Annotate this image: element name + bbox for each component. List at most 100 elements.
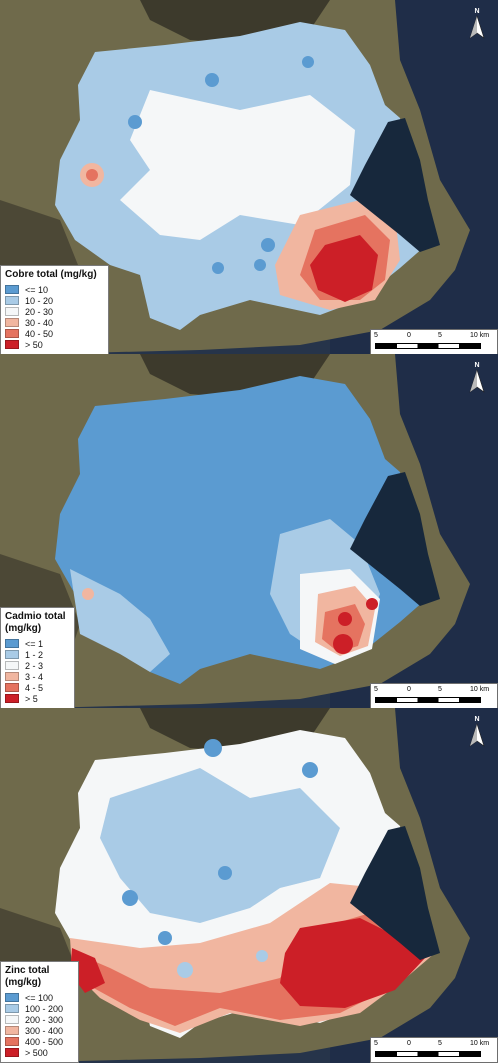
legend-row: 3 - 4 <box>5 671 69 682</box>
north-arrow-icon <box>469 15 485 39</box>
scale-label: 10 km <box>470 686 490 693</box>
scale-bar: 5 0 5 10 km <box>370 683 498 709</box>
hotspot-point <box>86 169 98 181</box>
scale-label: 5 <box>438 686 442 693</box>
scale-bar-graphic <box>375 343 481 349</box>
scale-label: 10 km <box>470 1040 490 1047</box>
map-canvas-zinc <box>0 708 498 1063</box>
legend-row: <= 100 <box>5 992 73 1003</box>
legend-row: > 5 <box>5 693 69 704</box>
legend-label: 40 - 50 <box>25 328 54 339</box>
lowspot-point <box>218 866 232 880</box>
legend-swatch <box>5 672 19 681</box>
scale-label: 5 <box>374 686 378 693</box>
lagoon <box>350 826 440 960</box>
lowspot-point <box>177 962 193 978</box>
legend-title: Zinc total (mg/kg) <box>5 965 50 988</box>
legend-row: 100 - 200 <box>5 1003 73 1014</box>
legend-row: 2 - 3 <box>5 660 69 671</box>
scale-label: 0 <box>407 1040 411 1047</box>
legend-swatch <box>5 1026 19 1035</box>
legend-label: 3 - 4 <box>25 671 44 682</box>
lowspot-point <box>302 762 318 778</box>
lowspot-point <box>204 739 222 757</box>
zone-1-2 <box>70 569 170 672</box>
legend-row: 200 - 300 <box>5 1014 73 1025</box>
north-label: N <box>474 716 480 723</box>
legend-swatch <box>5 639 19 648</box>
legend-swatch <box>5 307 19 316</box>
scale-bar-graphic <box>375 1051 481 1057</box>
lowspot-point <box>302 56 314 68</box>
legend-swatch <box>5 993 19 1002</box>
legend-row: 40 - 50 <box>5 328 103 339</box>
legend-swatch <box>5 1004 19 1013</box>
legend-label: <= 100 <box>25 992 54 1003</box>
legend-swatch <box>5 1037 19 1046</box>
legend-row: 20 - 30 <box>5 306 103 317</box>
legend-swatch <box>5 661 19 670</box>
hotspot-point <box>82 588 94 600</box>
north-arrow: N <box>466 8 488 40</box>
zone-gt-500 <box>280 918 425 1008</box>
zone-gt-50 <box>310 235 378 302</box>
map-canvas-cobre <box>0 0 498 355</box>
legend-swatch <box>5 329 19 338</box>
legend-label: > 50 <box>25 339 43 350</box>
legend-label: 20 - 30 <box>25 306 54 317</box>
north-arrow: N <box>466 362 488 394</box>
scale-bar: 5 0 5 10 km <box>370 1037 498 1063</box>
map-panel-cobre: N Cobre total (mg/kg) <= 10 10 - 20 20 -… <box>0 0 498 355</box>
scale-label: 10 km <box>470 332 490 339</box>
lagoon <box>350 118 440 252</box>
north-label: N <box>474 8 480 15</box>
scale-label: 0 <box>407 686 411 693</box>
scale-label: 5 <box>374 332 378 339</box>
scale-bar-graphic <box>375 697 481 703</box>
north-arrow-icon <box>469 723 485 747</box>
legend-row: > 50 <box>5 339 103 350</box>
lowspot-point <box>254 259 266 271</box>
legend-label: 200 - 300 <box>25 1014 64 1025</box>
legend-row: <= 10 <box>5 284 103 295</box>
legend-label: > 500 <box>25 1047 48 1058</box>
zone-gt-5 <box>333 634 353 654</box>
map-canvas-cadmio <box>0 354 498 709</box>
lowspot-point <box>122 890 138 906</box>
legend-row: 30 - 40 <box>5 317 103 328</box>
legend-label: 2 - 3 <box>25 660 44 671</box>
scale-label: 0 <box>407 332 411 339</box>
legend-swatch <box>5 694 19 703</box>
zone-100-200 <box>100 768 340 923</box>
lowspot-point <box>128 115 142 129</box>
legend-title: Cobre total (mg/kg) <box>5 269 97 280</box>
legend-label: <= 10 <box>25 284 49 295</box>
scale-label: 5 <box>438 1040 442 1047</box>
legend-label: 30 - 40 <box>25 317 54 328</box>
legend-cadmio: Cadmio total (mg/kg) <= 1 1 - 2 2 - 3 3 … <box>0 607 75 709</box>
zone-4-5 <box>322 604 365 652</box>
legend-swatch <box>5 1048 19 1057</box>
legend-swatch <box>5 1015 19 1024</box>
north-arrow: N <box>466 716 488 748</box>
lagoon <box>350 472 440 606</box>
legend-label: 400 - 500 <box>25 1036 64 1047</box>
scale-label: 5 <box>438 332 442 339</box>
legend-swatch <box>5 318 19 327</box>
north-label: N <box>474 362 480 369</box>
legend-label: 4 - 5 <box>25 682 44 693</box>
legend-zinc: Zinc total (mg/kg) <= 100 100 - 200 200 … <box>0 961 79 1063</box>
legend-label: > 5 <box>25 693 38 704</box>
map-panel-cadmio: N Cadmio total (mg/kg) <= 1 1 - 2 2 - 3 … <box>0 354 498 709</box>
legend-label: 100 - 200 <box>25 1003 64 1014</box>
legend-swatch <box>5 650 19 659</box>
legend-label: 10 - 20 <box>25 295 54 306</box>
legend-cobre: Cobre total (mg/kg) <= 10 10 - 20 20 - 3… <box>0 265 109 355</box>
legend-label: <= 1 <box>25 638 44 649</box>
zone-gt-5 <box>338 612 352 626</box>
legend-title: Cadmio total (mg/kg) <box>5 611 66 634</box>
zone-20-30 <box>120 90 355 240</box>
legend-row: 4 - 5 <box>5 682 69 693</box>
legend-row: 300 - 400 <box>5 1025 73 1036</box>
map-panel-zinc: N Zinc total (mg/kg) <= 100 100 - 200 20… <box>0 708 498 1063</box>
